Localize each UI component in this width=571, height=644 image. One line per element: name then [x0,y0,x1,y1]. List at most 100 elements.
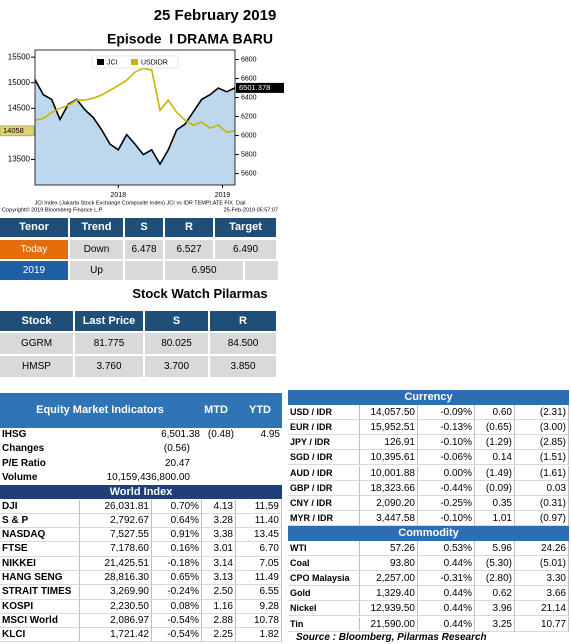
equity-value: 20.47 [164,457,190,469]
y2-tick-label: 6400 [241,94,257,101]
commodity-name: Tin [288,616,360,632]
y-tick-label: 15500 [8,52,31,61]
legend-label: JCI [107,59,118,66]
world-name: KLCI [0,628,80,643]
tenor-gray-fill [125,261,165,280]
world-name: KOSPI [0,599,80,614]
series-line [34,67,236,134]
equity-name: P/E Ratio [2,457,46,469]
tenor-cell: 6.527 [165,240,215,259]
currency-value: -0.06% [418,450,475,466]
y-tick-label: 14500 [8,103,31,112]
world-value: 6.70 [236,542,282,557]
stock-header: S [145,311,210,331]
equity-name: IHSG [2,429,27,440]
world-value: 1.82 [236,628,282,643]
currency-name: EUR / IDR [288,420,360,436]
commodity-value: 0.53% [418,541,475,557]
equity-value: 4.95 [260,429,280,440]
tenor-gray-fill [245,261,278,280]
commodity-name: WTI [288,541,360,557]
world-value: 2,230.50 [80,599,152,614]
commodity-header: Commodity [288,525,569,541]
stock-header: R [210,311,278,331]
tenor-header: R [165,218,215,237]
last-value-label: 14058 [3,126,24,135]
tenor-header: Tenor [0,218,70,237]
currency-value: -0.10% [418,435,475,451]
world-value: 26,031.81 [80,499,152,514]
currency-value: (3.00) [515,420,569,436]
stock-cell: 3.760 [75,356,145,377]
commodity-value: 57.26 [360,541,418,557]
commodity-value: 1,329.40 [360,586,418,602]
world-value: 3.38 [202,528,236,543]
currency-value: 10,001.88 [360,465,418,481]
stock-cell: HMSP [0,356,75,377]
currency-value: 126.91 [360,435,418,451]
currency-value: (1.61) [515,465,569,481]
world-name: HANG SENG [0,571,80,586]
currency-name: AUD / IDR [288,465,360,481]
stock-header: Stock [0,311,75,331]
world-value: 7,527.55 [80,528,152,543]
currency-value: 18,323.66 [360,480,418,496]
stock-cell: 81.775 [75,333,145,354]
tenor-cell: 6.478 [125,240,165,259]
legend-swatch [131,59,138,65]
equity-value: 6,501.38 [161,429,200,440]
equity-header: YTD [249,404,271,416]
legend-swatch [97,59,104,65]
commodity-value: 0.44% [418,601,475,617]
commodity-value: 3.25 [475,616,515,632]
world-name: S & P [0,513,80,529]
currency-header: Currency [288,390,569,406]
currency-value: (0.65) [475,420,515,436]
world-value: 0.65% [152,571,202,586]
world-name: NASDAQ [0,528,80,543]
world-value: 13.45 [236,528,282,543]
plot-frame [34,49,236,186]
world-value: 10.78 [236,613,282,629]
world-value: 11.40 [236,513,282,529]
commodity-value: 93.80 [360,556,418,572]
currency-value: 10,395.61 [360,450,418,466]
world-value: 0.91% [152,528,202,543]
y2-tick-label: 5800 [241,151,257,158]
currency-value: (0.09) [475,480,515,496]
stock-cell: 84.500 [210,333,278,354]
world-name: NIKKEI [0,556,80,571]
equity-value: (0.56) [163,443,190,455]
episode-title: Episode I DRAMA BARU [107,31,273,47]
world-value: 0.08% [152,599,202,614]
world-value: 3,269.90 [80,585,152,600]
world-value: 2.50 [202,585,236,600]
currency-value: 0.60 [475,405,515,421]
stock-watch-title: Stock Watch Pilarmas [132,286,268,301]
tenor-cell: Today [0,240,70,259]
stock-cell: 3.850 [210,356,278,377]
world-name: FTSE [0,542,80,557]
currency-value: (1.51) [515,450,569,466]
world-value: -0.54% [152,613,202,629]
chart-caption: JCI Index (Jakarta Stock Exchange Compos… [34,200,245,206]
currency-value: -0.25% [418,495,475,511]
legend-label: USDIDR [141,59,168,66]
world-name: STRAIT TIMES [0,585,80,600]
currency-value: (0.97) [515,510,569,526]
world-value: 6.55 [236,585,282,600]
chart-caption: Copyright© 2019 Bloomberg Finance L.P. [2,206,104,213]
last-value-tag [236,82,284,93]
equity-name: Volume [2,471,38,483]
world-value: -0.54% [152,628,202,643]
equity-title: Equity Market Indicators [36,404,164,416]
commodity-value: 2,257.00 [360,571,418,587]
currency-value: 14,057.50 [360,405,418,421]
commodity-value: 10.77 [515,616,569,632]
currency-value: -0.10% [418,510,475,526]
currency-value: 3,447.58 [360,510,418,526]
currency-name: CNY / IDR [288,495,360,511]
commodity-value: 0.44% [418,556,475,572]
commodity-value: 3.66 [515,586,569,602]
world-value: -0.24% [152,585,202,600]
